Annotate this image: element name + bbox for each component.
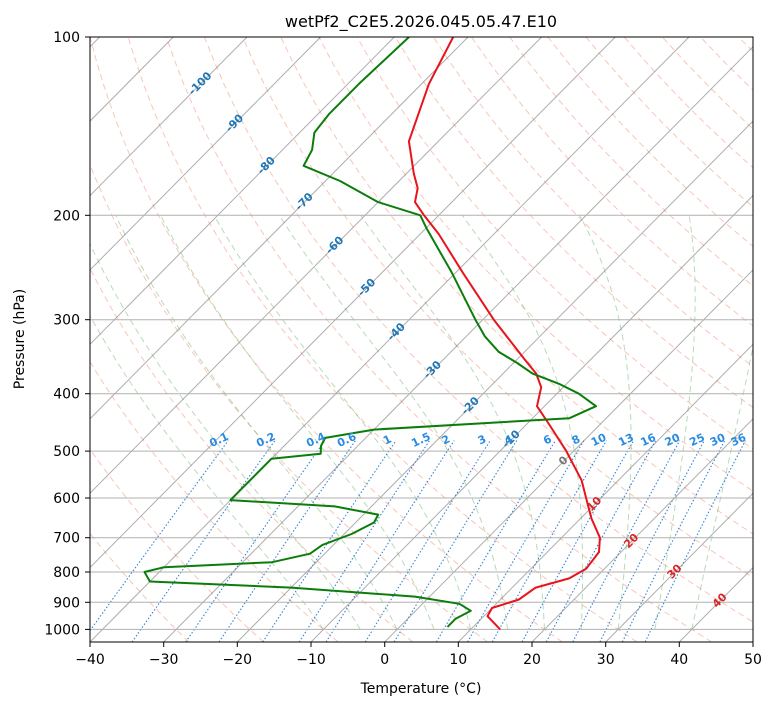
isotherm-line (531, 418, 753, 642)
y-tick-label: 100 (53, 30, 80, 46)
x-tick-label: 20 (523, 652, 541, 668)
x-tick-label: 10 (449, 652, 467, 668)
isotherm-line (457, 343, 753, 642)
dry-adiabat-line (471, 37, 753, 327)
plot-frame (89, 36, 754, 643)
dry-adiabat-line (165, 37, 712, 642)
mixing-ratio-label: 10 (589, 431, 609, 449)
mixing-ratio-line (545, 440, 657, 642)
mixing-ratio-label: 20 (663, 431, 683, 449)
isotherm-line (90, 37, 395, 346)
mixing-ratio-line (467, 440, 585, 642)
isotherm-line (90, 37, 690, 642)
isobar-grid (90, 37, 753, 630)
dry-adiabat-line (356, 37, 753, 450)
x-axis-label: Temperature (°C) (360, 681, 482, 697)
mixing-ratio-line (435, 440, 556, 642)
isotherm-line (90, 37, 542, 494)
isotherm-line (310, 194, 753, 642)
y-tick-label: 600 (53, 491, 80, 507)
dry-adiabats (90, 37, 753, 642)
chart-title: wetPf2_C2E5.2026.045.05.47.E10 (285, 12, 557, 32)
y-axis-label: Pressure (hPa) (12, 289, 28, 389)
dry-adiabat-line (394, 37, 753, 409)
mixing-ratio-label: 30 (708, 431, 728, 449)
isotherm-line (90, 37, 616, 569)
dry-adiabat-line (509, 37, 753, 287)
x-tick-label: 0 (380, 652, 389, 668)
isotherm-line (90, 37, 248, 197)
dry-adiabat-line (90, 37, 563, 642)
x-tick-label: 50 (744, 652, 762, 668)
x-tick-label: −40 (75, 652, 105, 668)
mixing-ratio-label: 16 (639, 431, 659, 449)
dry-adiabat-line (242, 37, 753, 579)
dry-adiabat-line (432, 37, 753, 368)
isotherm-line (90, 37, 321, 271)
y-axis-ticks: 100 200 300 400 500 600 700 800 900 1000 (44, 30, 90, 638)
isotherm-line (605, 492, 753, 642)
y-tick-label: 200 (53, 208, 80, 224)
mixing-ratio-line (599, 440, 705, 642)
x-axis-ticks: −40 −30 −20 −10 0 10 20 30 40 50 (75, 642, 762, 668)
mixing-ratio-line (218, 440, 356, 642)
dry-adiabat-line (318, 37, 753, 492)
plot-area: -100-90-80-70-60-50-40-30-20-10010203040… (90, 37, 753, 642)
x-tick-label: −30 (149, 652, 179, 668)
y-tick-label: 500 (53, 444, 80, 460)
dry-adiabat-line (90, 267, 414, 642)
dry-adiabat-line (90, 448, 264, 642)
mixing-ratio-line (364, 440, 491, 642)
dry-adiabat-line (127, 37, 638, 642)
y-tick-label: 900 (53, 595, 80, 611)
dry-adiabat-line (203, 37, 753, 623)
profile-series (143, 37, 601, 631)
moist-adiabat-line (115, 215, 398, 630)
isotherms (90, 37, 753, 642)
y-tick-label: 400 (53, 387, 80, 403)
mixing-ratio-lines (90, 440, 746, 642)
y-tick-label: 1000 (44, 622, 80, 638)
isotherm-line (163, 45, 753, 642)
mixing-ratio-line (131, 440, 276, 642)
x-tick-label: −10 (296, 652, 326, 668)
y-tick-label: 800 (53, 565, 80, 581)
mixing-ratio-line (185, 440, 326, 642)
isotherm-line (384, 269, 753, 642)
temperature-profile-line (407, 37, 601, 631)
mixing-ratio-line (644, 440, 746, 642)
mixing-ratio-label: 36 (729, 431, 749, 449)
x-tick-label: 40 (670, 652, 688, 668)
x-tick-label: 30 (597, 652, 615, 668)
isotherm-line (90, 37, 469, 420)
mixing-ratio-line (572, 440, 681, 642)
mixing-ratio-line (262, 440, 397, 642)
isotherm-line (236, 120, 753, 642)
y-tick-label: 300 (53, 313, 80, 329)
mixing-ratio-label: 25 (687, 431, 706, 449)
x-tick-label: −20 (223, 652, 253, 668)
mixing-ratio-line (298, 440, 430, 642)
y-tick-label: 700 (53, 531, 80, 547)
mixing-ratio-line (325, 440, 455, 642)
mixing-ratio-label: 13 (616, 431, 635, 449)
dewpoint-profile-line (143, 37, 597, 628)
moist-adiabat-line (90, 314, 324, 630)
